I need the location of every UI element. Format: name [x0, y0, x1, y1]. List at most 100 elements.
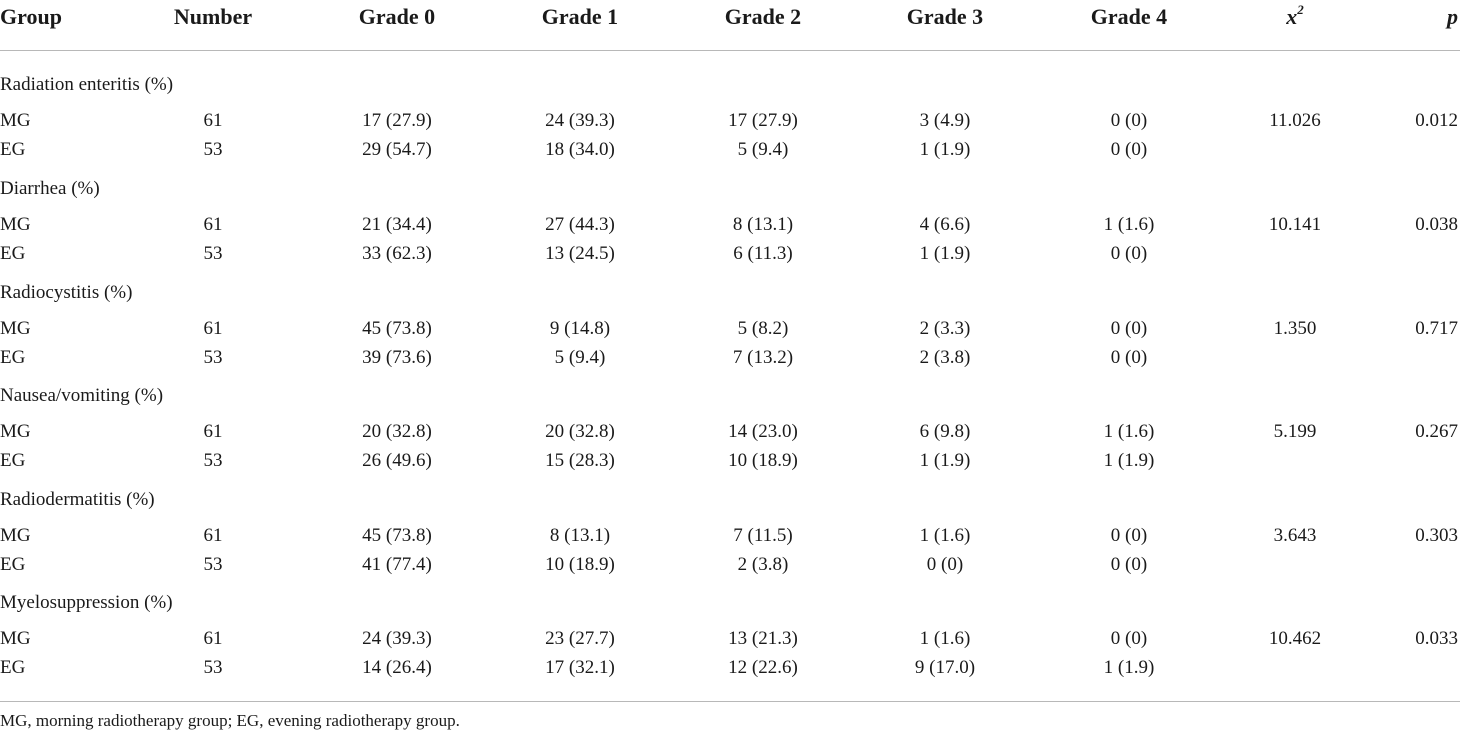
section-row: Radiation enteritis (%) — [0, 70, 1460, 99]
cell-number: 53 — [203, 139, 223, 160]
cell-group: EG — [0, 554, 26, 575]
cell-grade-3: 1 (1.6) — [919, 525, 971, 546]
section-row: Radiocystitis (%) — [0, 278, 1460, 307]
cell-group: MG — [0, 421, 31, 442]
cell-grade-0: 26 (49.6) — [362, 450, 432, 471]
section-row: Nausea/vomiting (%) — [0, 381, 1460, 410]
cell-grade-2: 8 (13.1) — [732, 214, 794, 235]
cell-grade-0: 17 (27.9) — [362, 110, 432, 131]
table-row: MG 61 24 (39.3) 23 (27.7) 13 (21.3) 1 (1.6) 0 … — [0, 624, 1460, 653]
table-row: EG 53 33 (62.3) 13 (24.5) 6 (11.3) 1 (1.9) 0 (… — [0, 239, 1460, 268]
cell-grade-4: 0 (0) — [1110, 139, 1148, 160]
table-row: EG 53 41 (77.4) 10 (18.9) 2 (3.8) 0 (0) 0 (0) — [0, 550, 1460, 579]
table-row: EG 53 29 (54.7) 18 (34.0) 5 (9.4) 1 (1.9) 0 (0… — [0, 135, 1460, 164]
cell-grade-2: 10 (18.9) — [728, 450, 798, 471]
cell-group: MG — [0, 110, 31, 131]
cell-grade-4: 0 (0) — [1110, 628, 1148, 649]
header-number: Number — [173, 4, 253, 29]
table-row: MG 61 45 (73.8) 8 (13.1) 7 (11.5) 1 (1.6) 0 (0… — [0, 521, 1460, 550]
table-row: MG 61 17 (27.9) 24 (39.3) 17 (27.9) 3 (4.9) 0 … — [0, 106, 1460, 135]
header-grade-1: Grade 1 — [541, 4, 619, 29]
cell-chi-square: 10.462 — [1268, 628, 1322, 649]
cell-number: 61 — [203, 214, 223, 235]
cell-grade-3: 2 (3.3) — [919, 318, 971, 339]
cell-number: 61 — [203, 525, 223, 546]
table-header-row: Group Number Grade 0 Grade 1 Grade 2 Gra… — [0, 0, 1460, 34]
header-grade-4: Grade 4 — [1090, 4, 1168, 29]
section-label: Myelosuppression (%) — [0, 592, 173, 613]
cell-grade-2: 13 (21.3) — [728, 628, 798, 649]
cell-p-value: 0.303 — [1415, 525, 1458, 546]
cell-group: EG — [0, 243, 26, 264]
table-row: EG 53 14 (26.4) 17 (32.1) 12 (22.6) 9 (17.0) 1… — [0, 653, 1460, 682]
cell-grade-4: 0 (0) — [1110, 243, 1148, 264]
cell-grade-1: 20 (32.8) — [545, 421, 615, 442]
cell-p-value: 0.038 — [1415, 214, 1458, 235]
header-chi-square-superscript: 2 — [1297, 1, 1304, 17]
table-row: MG 61 21 (34.4) 27 (44.3) 8 (13.1) 4 (6.6) 1 (… — [0, 210, 1460, 239]
cell-grade-2: 7 (13.2) — [732, 347, 794, 368]
cell-grade-2: 2 (3.8) — [737, 554, 789, 575]
section-label: Diarrhea (%) — [0, 178, 100, 199]
cell-grade-3: 0 (0) — [926, 554, 964, 575]
cell-grade-1: 24 (39.3) — [545, 110, 615, 131]
cell-number: 53 — [203, 554, 223, 575]
cell-number: 61 — [203, 628, 223, 649]
section-label: Radiocystitis (%) — [0, 282, 133, 303]
cell-grade-1: 18 (34.0) — [545, 139, 615, 160]
cell-grade-0: 45 (73.8) — [362, 525, 432, 546]
cell-grade-0: 29 (54.7) — [362, 139, 432, 160]
header-grade-0: Grade 0 — [358, 4, 436, 29]
cell-grade-0: 45 (73.8) — [362, 318, 432, 339]
cell-number: 61 — [203, 421, 223, 442]
section-label: Radiation enteritis (%) — [0, 74, 174, 95]
cell-grade-2: 7 (11.5) — [733, 525, 793, 546]
cell-grade-0: 39 (73.6) — [362, 347, 432, 368]
header-p-value: p — [1447, 4, 1458, 29]
cell-chi-square: 5.199 — [1273, 421, 1317, 442]
cell-grade-1: 8 (13.1) — [549, 525, 611, 546]
cell-grade-4: 1 (1.9) — [1103, 450, 1155, 471]
cell-grade-1: 15 (28.3) — [545, 450, 615, 471]
cell-grade-2: 17 (27.9) — [728, 110, 798, 131]
section-row: Radiodermatitis (%) — [0, 485, 1460, 514]
cell-grade-0: 20 (32.8) — [362, 421, 432, 442]
header-grade-2: Grade 2 — [724, 4, 802, 29]
section-label: Radiodermatitis (%) — [0, 489, 155, 510]
cell-group: EG — [0, 347, 26, 368]
cell-grade-3: 3 (4.9) — [919, 110, 971, 131]
cell-grade-3: 9 (17.0) — [914, 657, 976, 678]
cell-number: 61 — [203, 318, 223, 339]
cell-number: 53 — [203, 347, 223, 368]
section-row: Myelosuppression (%) — [0, 588, 1460, 617]
table-row: EG 53 26 (49.6) 15 (28.3) 10 (18.9) 1 (1.9) 1 … — [0, 446, 1460, 475]
table-row: MG 61 20 (32.8) 20 (32.8) 14 (23.0) 6 (9.8) 1 … — [0, 417, 1460, 446]
cell-number: 61 — [203, 110, 223, 131]
cell-group: EG — [0, 139, 26, 160]
cell-group: MG — [0, 628, 31, 649]
cell-grade-1: 13 (24.5) — [545, 243, 615, 264]
cell-p-value: 0.267 — [1415, 421, 1458, 442]
cell-grade-2: 14 (23.0) — [728, 421, 798, 442]
cell-p-value: 0.012 — [1415, 110, 1458, 131]
cell-grade-4: 0 (0) — [1110, 347, 1148, 368]
header-grade-3: Grade 3 — [906, 4, 984, 29]
cell-grade-4: 0 (0) — [1110, 525, 1148, 546]
cell-grade-4: 0 (0) — [1110, 554, 1148, 575]
table-row: MG 61 45 (73.8) 9 (14.8) 5 (8.2) 2 (3.3) 0 (0)… — [0, 314, 1460, 343]
header-divider — [0, 50, 1460, 51]
header-chi-square: x2 — [1220, 0, 1370, 34]
table-footnote: MG, morning radiotherapy group; EG, even… — [0, 711, 460, 730]
cell-grade-1: 27 (44.3) — [545, 214, 615, 235]
cell-grade-1: 17 (32.1) — [545, 657, 615, 678]
cell-group: EG — [0, 657, 26, 678]
cell-grade-1: 9 (14.8) — [549, 318, 611, 339]
cell-grade-3: 1 (1.9) — [919, 139, 971, 160]
cell-grade-3: 6 (9.8) — [919, 421, 971, 442]
cell-grade-0: 41 (77.4) — [362, 554, 432, 575]
section-row: Diarrhea (%) — [0, 174, 1460, 203]
cell-grade-3: 1 (1.6) — [919, 628, 971, 649]
cell-grade-1: 10 (18.9) — [545, 554, 615, 575]
cell-group: EG — [0, 450, 26, 471]
header-group: Group — [0, 4, 62, 29]
